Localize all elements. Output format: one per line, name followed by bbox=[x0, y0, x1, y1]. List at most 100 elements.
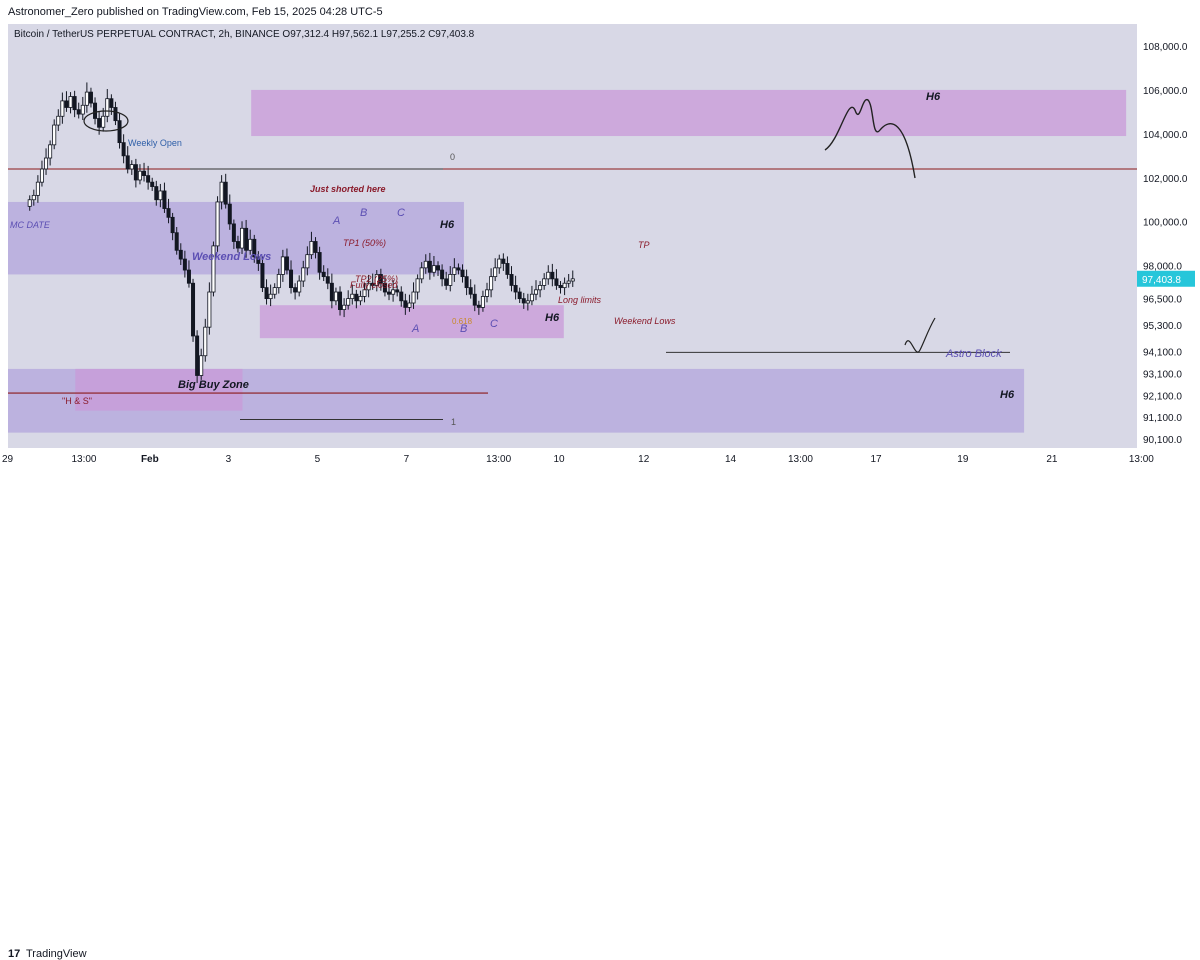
candle-body bbox=[456, 267, 461, 271]
x-tick-label: 3 bbox=[226, 454, 232, 465]
candle-body bbox=[464, 276, 469, 289]
daily-zone[interactable] bbox=[8, 201, 464, 275]
candle-body bbox=[146, 175, 151, 183]
candle-body bbox=[186, 269, 191, 284]
candle-body bbox=[80, 104, 85, 115]
h6-label: H6 bbox=[1000, 389, 1015, 401]
candle-body bbox=[534, 289, 539, 295]
y-tick-label: 106,000.0 bbox=[1143, 86, 1188, 97]
candle-body bbox=[452, 267, 457, 275]
fvg-zone[interactable] bbox=[259, 305, 564, 339]
hns-label: "H & S" bbox=[62, 396, 92, 406]
candle-body bbox=[497, 258, 502, 269]
candle-body bbox=[39, 168, 44, 183]
candle-body bbox=[97, 118, 102, 128]
candle-body bbox=[276, 274, 281, 289]
projection-doodle bbox=[824, 99, 916, 179]
candle-body bbox=[109, 98, 114, 108]
candle-body bbox=[358, 296, 363, 302]
candle-body bbox=[260, 263, 265, 289]
candle-body bbox=[280, 256, 285, 275]
candle-body bbox=[174, 232, 179, 251]
candle-body bbox=[150, 181, 155, 187]
fully-closed-label: Fully closed bbox=[350, 280, 399, 290]
candle-body bbox=[333, 291, 338, 302]
candle-body bbox=[558, 285, 563, 289]
candle-body bbox=[207, 291, 212, 328]
candle-body bbox=[485, 289, 490, 297]
astro-block-label: Astro Block bbox=[945, 348, 1002, 360]
y-tick-label: 96,500.0 bbox=[1143, 295, 1182, 306]
tp2-label: TP2 (25%) bbox=[355, 274, 398, 284]
price-axis[interactable] bbox=[1137, 24, 1200, 448]
x-tick-label: 14 bbox=[725, 454, 737, 465]
x-tick-label: 13:00 bbox=[486, 454, 511, 465]
top-bar: Astronomer_Zero published on TradingView… bbox=[0, 0, 1200, 24]
y-tick-label: 93,100.0 bbox=[1143, 369, 1182, 380]
candle-body bbox=[566, 280, 571, 284]
candle-body bbox=[546, 271, 551, 280]
candle-body bbox=[317, 252, 322, 273]
candle-body bbox=[525, 300, 530, 304]
candle-body bbox=[248, 238, 253, 251]
y-tick-label: 102,000.0 bbox=[1143, 174, 1188, 185]
y-tick-label: 90,100.0 bbox=[1143, 435, 1182, 446]
x-tick-label: 7 bbox=[404, 454, 410, 465]
candle-body bbox=[493, 267, 498, 278]
candle-body bbox=[374, 274, 379, 286]
candle-body bbox=[370, 282, 375, 286]
candle-body bbox=[513, 285, 518, 293]
candle-body bbox=[346, 298, 351, 306]
h6-label: H6 bbox=[545, 312, 560, 324]
chart-canvas[interactable]: 108,000.0 106,000.0 104,000.0 102,000.0 100,… bbox=[0, 0, 1200, 498]
candle-body bbox=[362, 289, 367, 297]
time-axis[interactable] bbox=[0, 448, 1137, 470]
candle-body bbox=[272, 287, 277, 295]
last-price-badge bbox=[1137, 270, 1195, 287]
candle-body bbox=[542, 278, 547, 286]
candle-body bbox=[480, 296, 485, 308]
candle-body bbox=[264, 287, 269, 300]
candle-body bbox=[235, 241, 240, 249]
candle-body bbox=[133, 164, 138, 181]
candle-body bbox=[550, 271, 555, 280]
candle-body bbox=[313, 241, 318, 253]
candle-body bbox=[84, 91, 89, 106]
y-tick-label: 92,100.0 bbox=[1143, 391, 1182, 402]
candle-body bbox=[105, 98, 110, 117]
y-tick-label: 94,100.0 bbox=[1143, 347, 1182, 358]
x-tick-label: 10 bbox=[553, 454, 565, 465]
candle-body bbox=[240, 227, 245, 249]
symbol-ohlc-line: Bitcoin / TetherUS PERPETUAL CONTRACT, 2… bbox=[14, 29, 475, 40]
candle-body bbox=[72, 96, 77, 111]
candle-body bbox=[489, 276, 494, 291]
candle-body bbox=[570, 278, 575, 282]
candle-body bbox=[309, 241, 314, 256]
candle-body bbox=[562, 282, 567, 289]
candle-body bbox=[268, 293, 273, 300]
candle-body bbox=[440, 269, 445, 280]
candle-body bbox=[468, 287, 473, 295]
publisher-text: Astronomer_Zero published on TradingView… bbox=[8, 6, 383, 18]
candle-body bbox=[460, 269, 465, 278]
y-tick-label: 91,100.0 bbox=[1143, 413, 1182, 424]
candle-body bbox=[501, 258, 506, 264]
h6-label: H6 bbox=[440, 219, 455, 231]
candle-body bbox=[211, 245, 216, 293]
tradingview-brand[interactable]: TradingView bbox=[26, 948, 87, 960]
candle-body bbox=[293, 287, 298, 293]
candle-body bbox=[31, 194, 36, 201]
weekend-lows-label: Weekend Lows bbox=[192, 251, 271, 263]
mc-date-label: MC DATE bbox=[10, 220, 51, 230]
tradingview-logo-icon[interactable]: 17 bbox=[8, 948, 21, 960]
h6-supply-zone[interactable] bbox=[251, 89, 1127, 137]
hns-zone[interactable] bbox=[75, 368, 243, 411]
candle-body bbox=[137, 170, 142, 181]
candle-body bbox=[121, 142, 126, 157]
y-tick-label: 95,300.0 bbox=[1143, 321, 1182, 332]
wave-a-label: A bbox=[411, 323, 419, 335]
candle-body bbox=[289, 269, 294, 289]
candle-body bbox=[48, 144, 53, 159]
wave-b-label: B bbox=[360, 207, 367, 219]
candle-body bbox=[427, 260, 432, 273]
